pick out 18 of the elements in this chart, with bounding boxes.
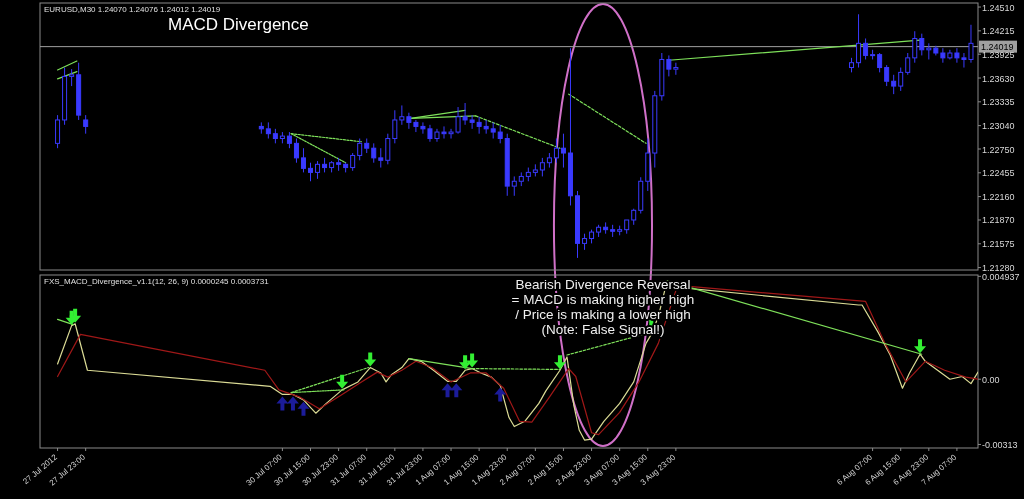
y-tick-label: 1.23040 [982,121,1015,132]
y-tick-label: 1.21280 [982,263,1015,274]
y-tick-label: 1.24215 [982,26,1015,37]
y-tick-label: 1.21870 [982,215,1015,226]
y-tick-label: 1.21575 [982,239,1015,250]
text: MACD Divergence [168,15,309,34]
y-tick-label: 1.23335 [982,97,1015,108]
y-tick-label: 1.22160 [982,192,1015,203]
y-tick-label: 0.00 [982,374,1000,385]
y-tick-label: -0.00313 [982,439,1018,450]
ref-line-label: 1.24019 [981,42,1014,53]
annotation: EURUSD,M30 1.24070 1.24076 1.24012 1.24019 [44,5,221,14]
y-tick-label: 1.24510 [982,2,1015,13]
y-tick-label: 1.22455 [982,168,1015,179]
y-tick-label: 1.22750 [982,144,1015,155]
y-tick-label: 0.004937 [982,271,1020,282]
y-tick-label: 1.23630 [982,73,1015,84]
annotation: FXS_MACD_Divergence_v1.1(12, 26, 9) 0.0000245 0.0003731 [44,277,270,286]
